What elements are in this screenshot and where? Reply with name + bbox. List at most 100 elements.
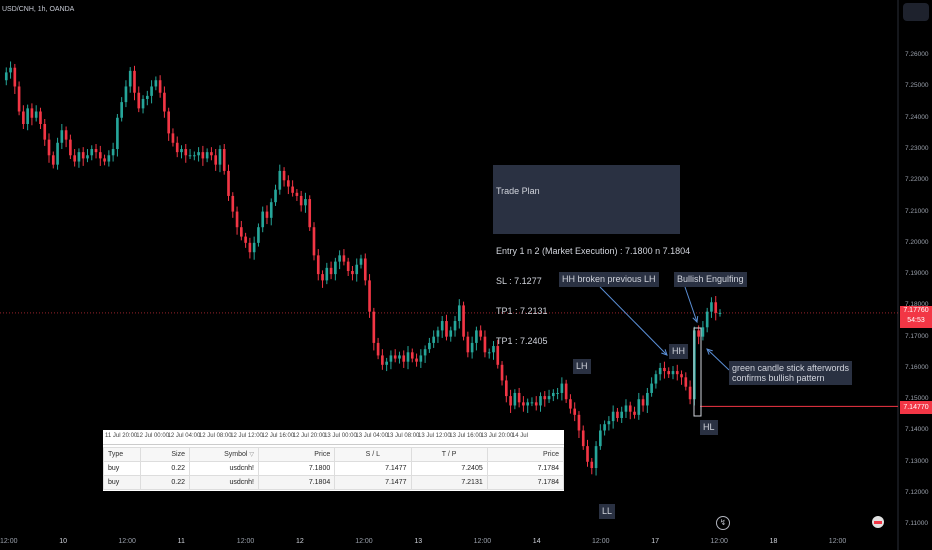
candle-body [688, 386, 692, 400]
table-row[interactable]: buy 0.22 usdcnh! 7.1800 7.1477 7.2405 7.… [103, 461, 565, 476]
candle-body [22, 111, 25, 125]
candle-body [504, 380, 508, 397]
cell-type: buy [103, 461, 141, 476]
candle-body [616, 411, 619, 418]
candle-body [500, 364, 504, 381]
col-current-price[interactable]: Price [486, 447, 565, 462]
candle-body [479, 330, 482, 337]
candle-body [244, 236, 247, 243]
candle-body [581, 430, 585, 447]
trade-plan-note[interactable]: Trade Plan Entry 1 n 2 (Market Execution… [493, 165, 690, 346]
x-tick-label: 10 [59, 538, 67, 545]
candle-body [530, 402, 534, 404]
candle-body [658, 367, 662, 375]
candle-body [667, 371, 671, 375]
candle-body [385, 361, 388, 365]
candle-body [654, 374, 658, 384]
settings-button[interactable] [903, 3, 929, 21]
hh-broken-label[interactable]: HH broken previous LH [559, 272, 659, 287]
lightning-icon[interactable]: ↯ [716, 516, 730, 530]
candle-body [359, 258, 363, 265]
candle-body [235, 211, 239, 228]
candle-body [496, 346, 500, 365]
current-price-value: 7.17760 [903, 307, 929, 314]
candle-body [560, 383, 564, 393]
candle-body [646, 392, 649, 406]
col-tp[interactable]: T / P [410, 447, 488, 462]
col-type[interactable]: Type [103, 447, 141, 462]
candle-body [376, 342, 380, 356]
candle-body [308, 199, 312, 228]
candle-body [556, 392, 559, 394]
candle-body [628, 405, 632, 412]
candle-body [86, 155, 89, 159]
candle-body [47, 139, 51, 156]
candle-body [214, 155, 218, 165]
candle-body [564, 383, 568, 400]
col-sl[interactable]: S / L [334, 447, 412, 462]
green-candle-label[interactable]: green candle stick afterwords confirms b… [729, 361, 853, 385]
trade-panel-date: 12 Jul 12:00 [230, 433, 263, 439]
trade-panel-date: 13 Jul 08:00 [386, 433, 420, 439]
candle-body [274, 189, 277, 203]
trade-panel[interactable]: 11 Jul 20:00 12 Jul 00:00 12 Jul 04:00 12 J… [103, 430, 565, 491]
trade-panel-date: 13 Jul 04:00 [355, 433, 389, 439]
candle-body [43, 124, 47, 140]
ll-label[interactable]: LL [599, 504, 616, 519]
candle-body [321, 274, 324, 281]
x-tick-label: 13 [414, 538, 423, 545]
candle-body [278, 170, 282, 190]
col-symbol[interactable]: Symbol ▽ [189, 447, 259, 462]
col-size[interactable]: Size [140, 447, 190, 462]
table-row[interactable]: buy 0.22 usdcnh! 7.1804 7.1477 7.2131 7.… [103, 475, 565, 490]
hl-label[interactable]: HL [700, 420, 718, 435]
cell-sl: 7.1477 [334, 475, 412, 490]
x-tick-label: 12:00 [828, 538, 847, 545]
bullish-engulfing-label[interactable]: Bullish Engulfing [674, 272, 747, 287]
candle-body [240, 227, 243, 237]
col-price[interactable]: Price [257, 447, 336, 462]
candle-body [137, 92, 141, 109]
candle-body [150, 86, 153, 96]
cell-symbol: usdcnh! [189, 461, 259, 476]
x-tick-label: 18 [769, 538, 778, 545]
funnel-icon[interactable]: ▽ [249, 452, 254, 458]
y-tick-label: 7.15000 [905, 395, 929, 403]
lh-label[interactable]: LH [573, 359, 591, 374]
y-tick-label: 7.20000 [905, 238, 929, 246]
candle-body [680, 374, 683, 378]
trade-plan-tp2: TP1 : 7.2405 [496, 336, 548, 346]
candle-body [107, 155, 111, 162]
x-tick-label: 12:00 [710, 538, 728, 545]
candle-body [466, 336, 470, 353]
trade-panel-date: 13 Jul 12:00 [418, 433, 451, 439]
candle-body [423, 349, 427, 356]
flag-icon[interactable] [872, 516, 884, 528]
candle-body [4, 72, 8, 81]
candle-body [611, 411, 615, 422]
candle-body [34, 111, 38, 118]
candle-body [534, 402, 538, 406]
candle-body [543, 396, 547, 400]
candle-body [257, 227, 260, 243]
candle-body [526, 402, 530, 406]
candle-body [402, 355, 406, 362]
hh-label[interactable]: HH [669, 344, 688, 359]
candle-body [705, 311, 709, 328]
x-tick-label: 14 [532, 538, 541, 545]
candle-body [372, 311, 376, 343]
candle-body [124, 86, 128, 103]
candle-body [470, 342, 474, 353]
y-tick-label: 7.16000 [905, 363, 929, 371]
cell-price: 7.1800 [257, 461, 336, 476]
y-tick-label: 7.13000 [905, 457, 929, 465]
candle-body [312, 227, 316, 256]
x-tick-label: 12 [296, 538, 304, 545]
candle-body [175, 142, 179, 153]
candle-body [325, 267, 329, 281]
hh-broken-arrow [599, 286, 668, 356]
candle-body [449, 330, 453, 337]
trade-panel-date: 12 Jul 16:00 [261, 433, 295, 439]
candle-body [222, 149, 226, 171]
